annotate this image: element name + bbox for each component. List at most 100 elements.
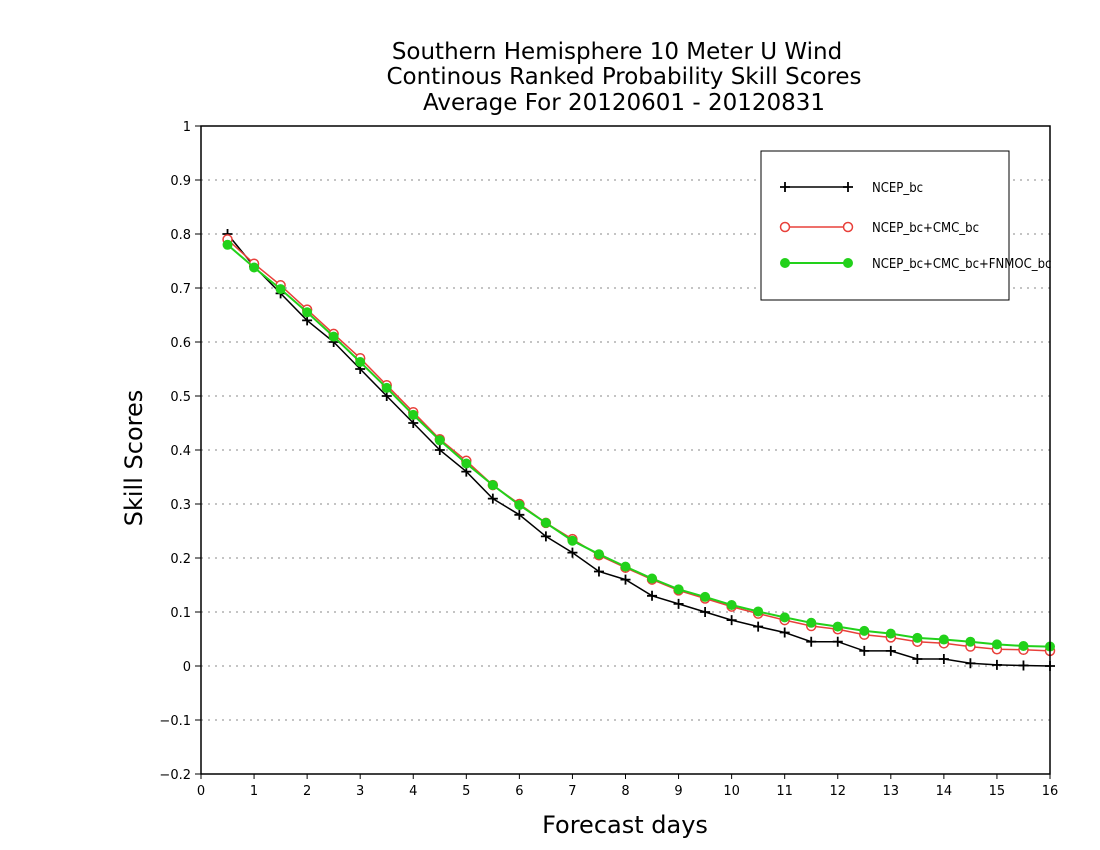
data-point [593, 549, 604, 560]
grid [201, 179, 1050, 721]
data-point [540, 517, 551, 528]
data-point [779, 627, 790, 638]
data-point [620, 574, 631, 585]
data-point [780, 182, 790, 192]
data-point [726, 599, 737, 610]
legend-entry: NCEP_bc [780, 181, 923, 196]
legend-label: NCEP_bc+CMC_bc [872, 221, 979, 236]
x-tick-label: 10 [723, 784, 740, 799]
data-point [700, 591, 711, 602]
data-point [487, 493, 498, 504]
y-axis-label: Skill Scores [120, 390, 148, 527]
data-point [912, 653, 923, 664]
data-point [912, 632, 923, 643]
series-line [226, 238, 1051, 652]
x-tick-label: 9 [674, 784, 682, 799]
data-point [381, 382, 392, 393]
data-point [843, 258, 853, 268]
series-line [226, 244, 1051, 648]
series [222, 229, 1056, 671]
data-point [859, 625, 870, 636]
data-point [700, 607, 711, 617]
data-point [806, 636, 817, 647]
series-3 [222, 239, 1055, 652]
x-axis-label: Forecast days [542, 811, 708, 839]
y-tick-label: 0.6 [170, 336, 191, 351]
y-tick-label: 0.2 [170, 552, 191, 567]
legend-entry: NCEP_bc+CMC_bc [779, 221, 979, 236]
x-tick-label: 11 [776, 784, 793, 799]
legend-entries: NCEP_bc NCEP_bc+CMC_bc NCEP_bc+CMC_bc+FNMO… [779, 181, 1051, 272]
x-tick-label: 12 [829, 784, 846, 799]
data-point [673, 584, 684, 595]
data-point [938, 634, 949, 645]
x-tick-label: 15 [989, 784, 1006, 799]
data-point [222, 239, 233, 250]
data-point [461, 458, 472, 469]
data-point [753, 606, 764, 617]
data-point [885, 645, 896, 656]
data-point [408, 409, 419, 420]
data-point [514, 500, 525, 511]
data-point [567, 535, 578, 546]
y-tick-label: 0.4 [170, 444, 191, 459]
legend-box [760, 150, 1010, 301]
data-point [885, 628, 896, 639]
ticks: −0.2−0.100.10.20.30.40.50.60.70.80.910 1 2… [159, 120, 1058, 799]
y-tick-label: 0.5 [170, 390, 191, 405]
x-tick-label: 8 [621, 784, 629, 799]
series-line [226, 233, 1051, 667]
data-point [620, 561, 631, 572]
x-tick-label: 0 [197, 784, 205, 799]
x-tick-label: 2 [303, 784, 311, 799]
data-point [832, 621, 843, 632]
x-tick-label: 16 [1042, 784, 1059, 799]
data-point [780, 258, 790, 268]
data-point [328, 331, 339, 342]
y-tick-label: 1 [183, 120, 191, 135]
data-point [355, 356, 366, 367]
data-point [434, 445, 445, 455]
data-point [540, 531, 551, 542]
legend: NCEP_bc NCEP_bc+CMC_bc NCEP_bc+CMC_bc+FNMO… [760, 150, 1051, 301]
data-point [302, 307, 313, 318]
data-point [779, 221, 791, 233]
data-point [647, 573, 658, 584]
y-tick-label: 0 [183, 660, 191, 675]
data-point [249, 262, 260, 273]
x-tick-label: 1 [250, 784, 258, 799]
y-tick-label: 0.7 [170, 282, 191, 297]
data-point [991, 639, 1002, 650]
data-point [567, 547, 578, 558]
title-line-3: Average For 20120601 - 20120831 [423, 90, 825, 116]
legend-label: NCEP_bc [872, 181, 923, 196]
y-tick-label: −0.1 [159, 714, 191, 729]
data-point [779, 612, 790, 623]
data-point [859, 645, 870, 656]
data-point [647, 590, 658, 601]
x-tick-label: 6 [515, 784, 523, 799]
title-line-2: Continous Ranked Probability Skill Score… [386, 64, 861, 90]
data-point [275, 284, 286, 295]
data-point [673, 598, 684, 609]
x-tick-label: 13 [883, 784, 900, 799]
data-point [593, 566, 604, 577]
x-tick-label: 3 [356, 784, 364, 799]
data-point [965, 658, 976, 669]
y-tick-label: 0.3 [170, 498, 191, 513]
data-point [832, 636, 843, 647]
data-point [1018, 641, 1029, 652]
title-line-1: Southern Hemisphere 10 Meter U Wind [392, 39, 842, 65]
data-point [843, 182, 853, 192]
x-tick-label: 7 [568, 784, 576, 799]
data-point [1018, 660, 1029, 671]
data-point [434, 435, 445, 446]
data-point [514, 509, 525, 520]
legend-entry: NCEP_bc+CMC_bc+FNMOC_bc [780, 257, 1051, 272]
data-point [842, 221, 854, 233]
y-tick-label: 0.9 [170, 174, 191, 189]
y-tick-label: 0.8 [170, 228, 191, 243]
legend-label: NCEP_bc+CMC_bc+FNMOC_bc [872, 257, 1051, 272]
y-tick-label: 0.1 [170, 606, 191, 621]
